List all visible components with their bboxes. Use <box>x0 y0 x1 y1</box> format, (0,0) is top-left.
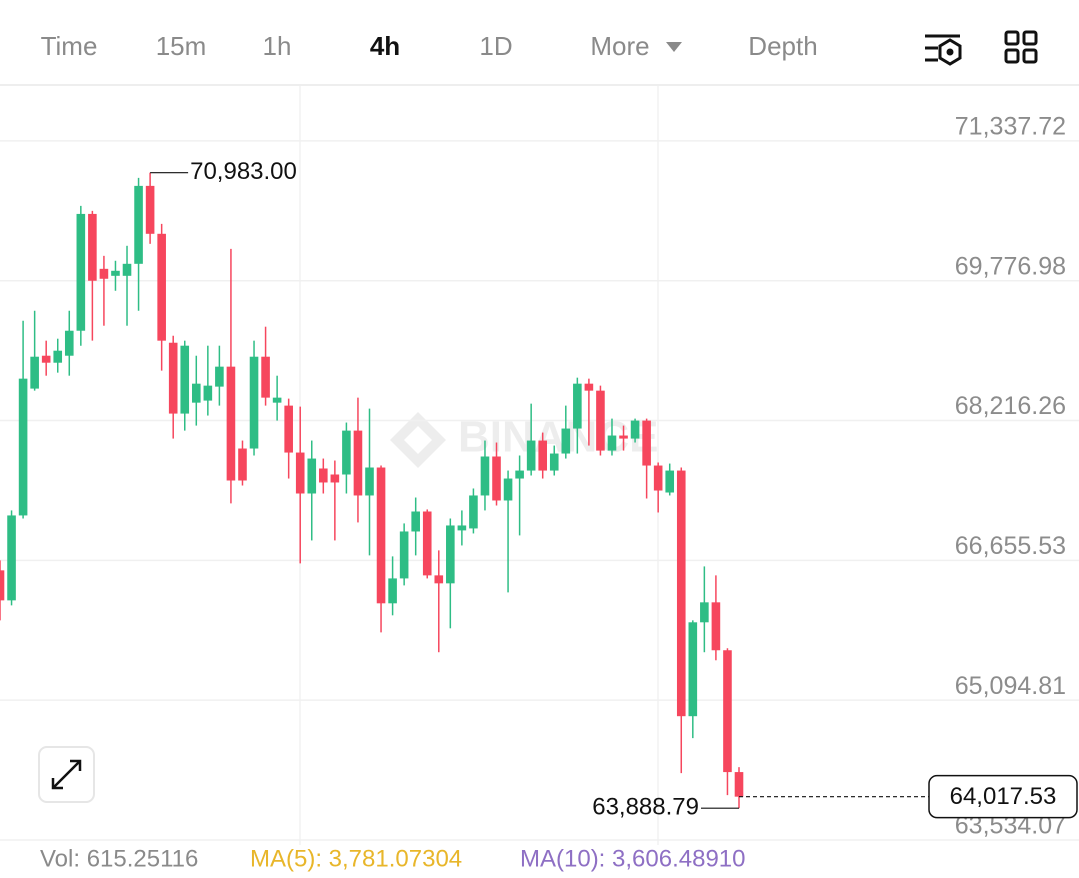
candle-body <box>584 383 594 391</box>
grid: 71,337.72 69,776.98 68,216.26 66,655.53 65,0… <box>0 113 1079 841</box>
layout-icon[interactable] <box>1004 30 1038 64</box>
candle-body <box>295 452 305 494</box>
candle-body <box>388 578 397 604</box>
candle-body <box>307 458 317 494</box>
candle-body <box>157 233 166 341</box>
candle-body <box>549 453 559 471</box>
tab[interactable]: Depth <box>748 31 817 61</box>
candle-body <box>526 440 536 471</box>
candle-body <box>215 366 224 387</box>
candle-body <box>18 378 28 516</box>
candle-body <box>7 515 16 601</box>
candle-body <box>723 650 732 773</box>
candle-body <box>122 263 132 276</box>
candle-body <box>422 511 432 576</box>
ma5: MA(5): 3,781.07304 <box>250 845 462 872</box>
overlay: 70,983.00 63,888.79 64,017.53 <box>150 158 1078 821</box>
candle-body <box>561 428 571 454</box>
candle-body <box>434 575 444 584</box>
candle-body <box>607 435 617 451</box>
candle-body <box>203 385 213 401</box>
candle-body <box>446 525 455 584</box>
candle-body <box>492 456 501 501</box>
candle-body <box>272 397 282 403</box>
candle-body <box>53 350 63 363</box>
last-price-box <box>928 774 1078 819</box>
candle-body <box>145 185 155 234</box>
candle-body <box>538 440 548 471</box>
candle-body <box>238 448 247 481</box>
tab[interactable]: 1D <box>479 31 512 61</box>
tab[interactable]: More <box>590 31 649 61</box>
tab[interactable]: 15m <box>156 31 207 61</box>
expand-button[interactable] <box>38 746 95 803</box>
candle-body <box>711 602 721 651</box>
last-price-label: 64,017.53 <box>950 783 1057 810</box>
candle-body <box>619 435 628 439</box>
dropdown-arrow <box>666 42 682 52</box>
settings-icon[interactable] <box>925 34 962 66</box>
candle-body <box>168 342 178 414</box>
low-label: 63,888.79 <box>592 794 699 821</box>
tab[interactable]: 4h <box>370 31 400 61</box>
candle-body <box>399 531 409 579</box>
volume: Vol: 615.25116 <box>40 845 198 872</box>
candle-body <box>41 355 51 363</box>
candle-body <box>99 268 109 279</box>
candle-body <box>180 345 190 414</box>
candle-body <box>76 213 86 331</box>
candle-body <box>411 511 420 532</box>
candle-body <box>319 468 328 483</box>
candle-body <box>353 430 363 496</box>
candle-body <box>64 330 74 356</box>
candle-body <box>515 470 524 479</box>
y-tick-label: 71,337.72 <box>955 113 1066 141</box>
candle-body <box>688 622 698 717</box>
candle-body <box>111 270 120 276</box>
candle-body <box>226 366 236 481</box>
ma10: MA(10): 3,606.48910 <box>520 845 745 872</box>
candle-body <box>88 213 97 281</box>
candle-body <box>365 467 374 496</box>
candle-body <box>653 465 663 491</box>
candle-body <box>0 570 5 601</box>
candle-body <box>330 474 340 483</box>
candle-body <box>734 772 744 797</box>
candle-body <box>480 456 490 496</box>
candle-body <box>134 185 143 264</box>
candle-body <box>342 430 351 475</box>
candles <box>0 172 744 809</box>
candle-body <box>284 405 293 453</box>
y-tick-label: 66,655.53 <box>955 532 1066 560</box>
candle-body <box>596 390 605 451</box>
candle-body <box>573 383 582 429</box>
y-tick-label: 65,094.81 <box>955 672 1066 700</box>
candle-body <box>191 383 201 403</box>
candle-body <box>665 470 675 493</box>
candle-body <box>457 525 467 531</box>
candle-body <box>630 420 640 439</box>
tab-bar: Time 15m 1h 4h 1D More Depth <box>41 31 818 61</box>
high-label: 70,983.00 <box>190 158 297 185</box>
y-tick-label: 68,216.26 <box>955 392 1066 420</box>
tab[interactable]: Time <box>41 31 98 61</box>
candle-body <box>261 356 270 398</box>
candle-body <box>700 602 709 623</box>
candle-body <box>30 356 39 389</box>
candle-body <box>503 478 513 501</box>
candle-body <box>249 356 259 449</box>
candle-body <box>642 420 651 466</box>
tab[interactable]: 1h <box>263 31 292 61</box>
y-tick-label: 69,776.98 <box>955 252 1066 280</box>
candle-body <box>469 495 478 529</box>
candle-body <box>676 470 686 717</box>
candle-body <box>376 467 386 604</box>
